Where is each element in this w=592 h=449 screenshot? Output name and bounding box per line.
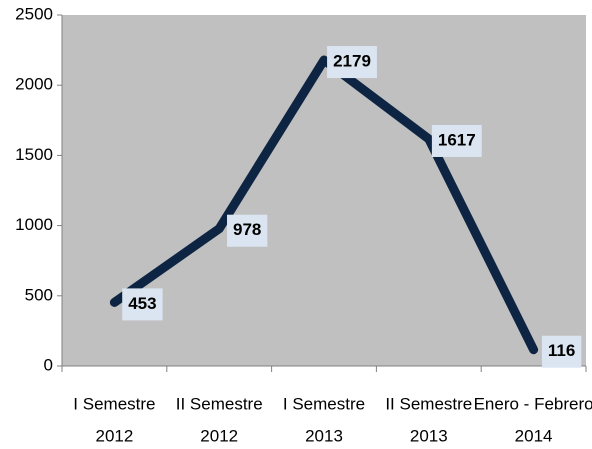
y-tick-label: 1500: [15, 145, 53, 164]
line: [109, 55, 539, 355]
y-tick-label: 2500: [15, 4, 53, 23]
data-label: 2179: [327, 46, 377, 79]
data-label-text: 116: [548, 341, 575, 360]
x-tick-label: 2013: [305, 426, 343, 445]
x-tick-label: 2012: [200, 426, 238, 445]
data-label-box: [327, 46, 377, 79]
data-label: 453: [122, 288, 163, 321]
x-tick-label: 2014: [515, 426, 553, 445]
data-label-text: 1617: [438, 130, 476, 149]
x-tick-label: I Semestre: [283, 394, 365, 413]
data-label: 978: [227, 214, 268, 247]
x-tick-label: I Semestre: [73, 394, 155, 413]
data-label-box: [227, 214, 268, 247]
data-label: 116: [541, 335, 582, 368]
x-tick-label: Enero - Febrero: [474, 394, 592, 413]
data-label-box: [431, 124, 482, 157]
y-tick-label: 500: [25, 285, 53, 304]
data-label-box: [541, 335, 582, 368]
x-tick-label: 2013: [410, 426, 448, 445]
x-tick-label: II Semestre: [176, 394, 263, 413]
y-tick-label: 2000: [15, 75, 53, 94]
x-tick-label: 2012: [95, 426, 133, 445]
x-tick-label: II Semestre: [385, 394, 472, 413]
y-tick-label: 0: [44, 355, 53, 374]
data-label: 1617: [431, 124, 482, 157]
y-tick-label: 1000: [15, 215, 53, 234]
data-label-text: 978: [233, 220, 261, 239]
data-label-text: 453: [128, 294, 156, 313]
data-label-text: 2179: [333, 52, 371, 71]
data-label-box: [122, 288, 163, 321]
